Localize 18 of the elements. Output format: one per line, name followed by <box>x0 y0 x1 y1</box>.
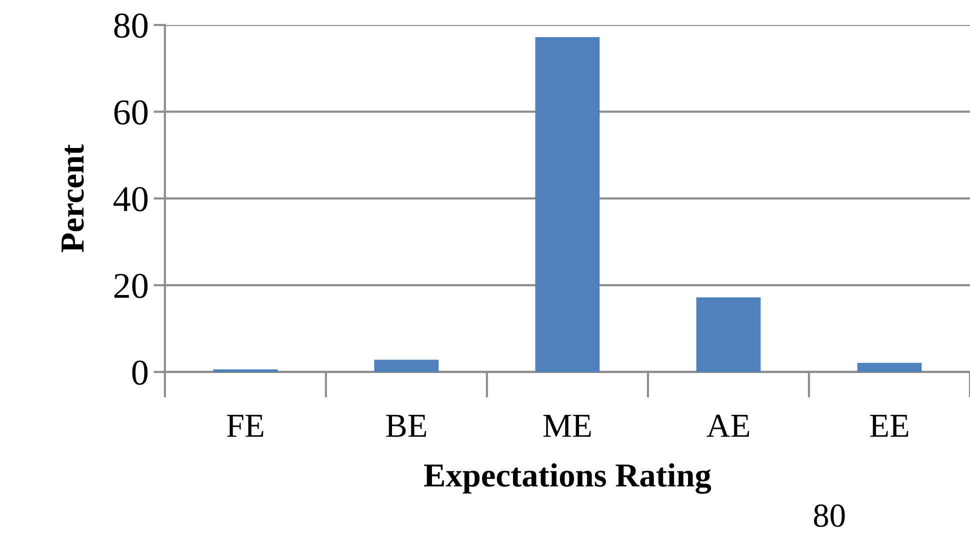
text: 80 <box>814 504 845 527</box>
y-tick-label: 60 <box>114 100 148 125</box>
x-tick-label: BE <box>386 414 426 437</box>
x-tick-label: AE <box>706 414 750 437</box>
y-tick-label: 80 <box>114 13 148 38</box>
y-tick-label: 20 <box>114 274 148 298</box>
x-tick-label: ME <box>543 414 591 437</box>
bar <box>213 369 278 372</box>
bar <box>374 360 439 372</box>
bar <box>535 37 600 372</box>
y-axis-title: Percent <box>62 144 84 252</box>
y-tick-label: 0 <box>132 360 148 385</box>
x-tick-label: EE <box>870 414 908 437</box>
y-tick-label: 40 <box>114 186 148 212</box>
x-tick-label: FE <box>226 414 264 437</box>
x-axis-title: Expectations Rating <box>424 463 712 494</box>
bar <box>857 362 922 372</box>
bar <box>696 297 761 372</box>
